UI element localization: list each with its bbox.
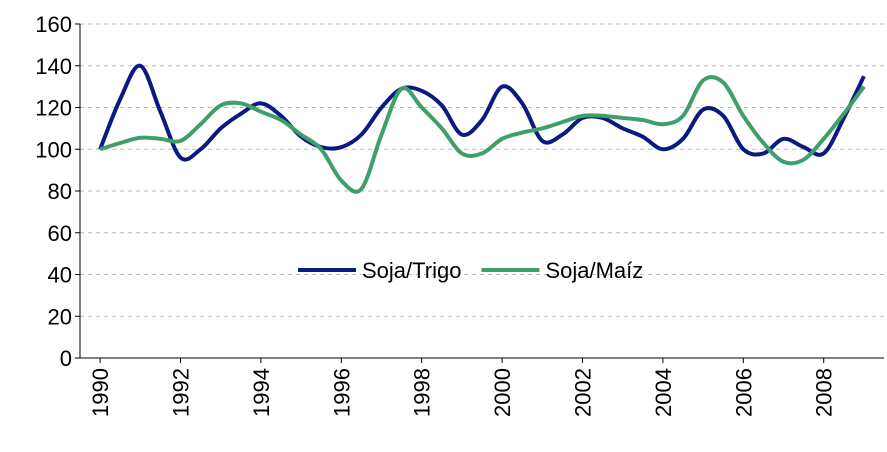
x-tick-label: 2004 (651, 368, 676, 417)
y-tick-label: 60 (48, 221, 72, 246)
y-tick-label: 140 (35, 54, 72, 79)
y-tick-label: 80 (48, 179, 72, 204)
line-series (99, 75, 866, 194)
legend-label: Soja/Maíz (545, 258, 643, 283)
y-tick-label: 160 (35, 12, 72, 37)
y-tick-label: 100 (35, 137, 72, 162)
y-tick-label: 0 (60, 346, 72, 371)
x-tick-label: 1996 (329, 368, 354, 417)
x-tick-label: 2006 (731, 368, 756, 417)
y-tick-label: 20 (48, 304, 72, 329)
x-tick-label: 2008 (812, 368, 837, 417)
line-series (98, 63, 866, 162)
legend-label: Soja/Trigo (362, 258, 461, 283)
x-tick-label: 2000 (490, 368, 515, 417)
x-tick-label: 1990 (88, 368, 113, 417)
x-tick-label: 1998 (410, 368, 435, 417)
y-tick-label: 40 (48, 263, 72, 288)
y-tick-label: 120 (35, 96, 72, 121)
x-tick-label: 1994 (249, 368, 274, 417)
x-tick-label: 2002 (571, 368, 596, 417)
x-tick-label: 1992 (169, 368, 194, 417)
